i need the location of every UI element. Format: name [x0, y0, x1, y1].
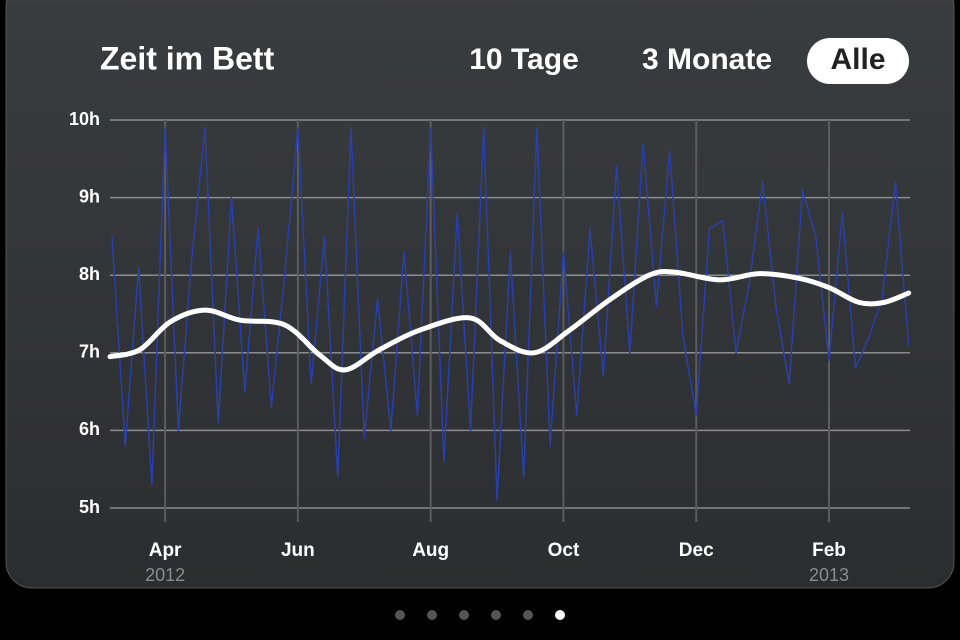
range-button[interactable]: 10 Tage — [469, 43, 579, 76]
x-tick-label: Feb — [812, 540, 846, 561]
page-dots — [395, 610, 565, 620]
year-label: 2013 — [809, 565, 849, 585]
card — [5, 0, 955, 589]
range-buttons: 10 Tage 3 Monate Alle — [469, 38, 909, 84]
range-button[interactable]: Alle — [830, 43, 885, 76]
x-tick-label: Jun — [281, 540, 315, 561]
page-dot[interactable] — [427, 610, 437, 620]
x-tick-label: Oct — [548, 540, 580, 561]
range-button[interactable]: 3 Monate — [642, 43, 772, 76]
button-highlight — [807, 38, 909, 84]
page-dot[interactable] — [555, 610, 565, 620]
page-dot[interactable] — [491, 610, 501, 620]
page-dot[interactable] — [459, 610, 469, 620]
year-label: 2012 — [145, 565, 185, 585]
y-tick-label: 6h — [79, 419, 100, 439]
y-tick-label: 10h — [69, 109, 100, 129]
trend-line — [107, 269, 912, 373]
x-tick-label: Aug — [412, 540, 449, 561]
plot: 5h 6h 7h 8h 9h 10h Apr Jun Aug Oct Dec Feb 2012 2013 — [69, 109, 912, 585]
page-dot[interactable] — [523, 610, 533, 620]
y-tick-label: 9h — [79, 186, 100, 206]
y-tick-label: 7h — [79, 342, 100, 362]
title: Zeit im Bett — [100, 40, 275, 76]
x-tick-label: Apr — [149, 540, 182, 561]
page-dot[interactable] — [395, 610, 405, 620]
y-tick-label: 5h — [79, 497, 100, 517]
x-tick-label: Dec — [679, 540, 714, 561]
daily-line — [111, 127, 910, 501]
y-tick-label: 8h — [79, 264, 100, 284]
